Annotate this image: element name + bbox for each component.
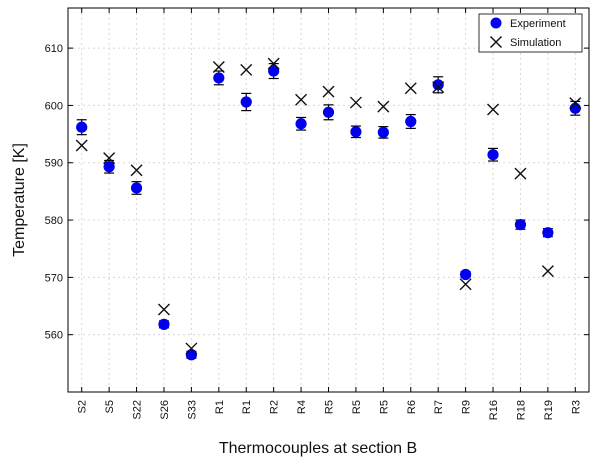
simulation-point	[404, 82, 417, 95]
simulation-point	[267, 57, 280, 70]
simulation-point	[569, 97, 582, 110]
x-tick-label: S5	[104, 400, 116, 413]
simulation-point-stroke	[487, 103, 500, 116]
simulation-point-stroke	[404, 82, 417, 95]
experiment-point	[185, 349, 197, 361]
simulation-point-stroke	[541, 265, 554, 278]
x-tick-label: R5	[351, 400, 363, 414]
simulation-point-stroke	[459, 278, 472, 291]
simulation-point	[295, 93, 308, 106]
experiment-point	[103, 161, 115, 173]
y-tick-label: 570	[45, 272, 63, 284]
simulation-point	[322, 85, 335, 98]
simulation-point-stroke	[514, 167, 527, 180]
grid-layer	[68, 8, 589, 392]
simulation-point-stroke	[157, 303, 170, 316]
y-tick-label: 610	[45, 43, 63, 55]
experiment-point	[240, 96, 252, 108]
simulation-point-stroke	[295, 93, 308, 106]
experiment-point	[569, 102, 581, 114]
x-tick-label: R2	[269, 400, 281, 414]
experiment-point	[295, 118, 307, 130]
simulation-point	[541, 265, 554, 278]
simulation-point	[240, 63, 253, 76]
x-tick-label: S26	[159, 400, 171, 420]
simulation-point-stroke	[103, 152, 116, 165]
simulation-point	[130, 164, 143, 177]
experiment-point	[350, 126, 362, 138]
x-tick-label: R9	[461, 400, 473, 414]
experiment-point	[213, 72, 225, 84]
experiment-point	[268, 65, 280, 77]
simulation-point-stroke	[349, 96, 362, 109]
x-tick-label: R7	[433, 400, 445, 414]
legend-experiment-label: Experiment	[510, 18, 566, 30]
simulation-point	[103, 152, 116, 165]
x-tick-label: R5	[324, 400, 336, 414]
simulation-point	[349, 96, 362, 109]
x-tick-label: R6	[406, 400, 418, 414]
simulation-point-stroke	[240, 63, 253, 76]
x-tick-label: S22	[132, 400, 144, 420]
x-tick-label: R16	[488, 400, 500, 420]
experiment-point	[158, 318, 170, 330]
experiment-point	[487, 149, 499, 161]
simulation-point-stroke	[432, 81, 445, 94]
simulation-point	[185, 342, 198, 355]
legend: Experiment Simulation	[478, 13, 583, 53]
simulation-point	[377, 100, 390, 113]
simulation-point-stroke	[267, 57, 280, 70]
y-tick-label: 590	[45, 158, 63, 170]
simulation-point	[459, 278, 472, 291]
experiment-point	[405, 115, 417, 128]
y-tick-label: 560	[45, 330, 63, 342]
simulation-point-stroke	[569, 97, 582, 110]
simulation-point-stroke	[130, 164, 143, 177]
ticks-layer: 560 570 580 590 600 610 S2 S5 S22 S26 S33 R1 R1 R2 R4 R…	[45, 8, 589, 420]
experiment-point	[432, 79, 444, 91]
x-tick-label: S33	[186, 400, 198, 420]
x-tick-label: R3	[570, 400, 582, 414]
plot-area-frame	[67, 7, 590, 393]
simulation-point	[432, 81, 445, 94]
experiment-point	[514, 219, 527, 231]
x-tick-label: R1	[241, 400, 253, 414]
experiment-point	[322, 106, 335, 118]
experiment-point	[542, 227, 554, 239]
x-axis-label: Thermocouples at section B	[219, 440, 417, 457]
simulation-point	[157, 303, 170, 316]
legend-experiment-marker	[490, 17, 502, 29]
y-tick-label: 580	[45, 215, 63, 227]
y-axis-label: Temperature [K]	[11, 143, 28, 257]
simulation-point-stroke	[212, 61, 225, 74]
experiment-point	[377, 126, 389, 138]
simulation-point-stroke	[377, 100, 390, 113]
experiment-point	[460, 268, 472, 281]
simulation-point-stroke	[322, 85, 335, 98]
x-tick-label: R1	[214, 400, 226, 414]
x-tick-label: S2	[77, 400, 89, 413]
simulation-point-stroke	[75, 139, 88, 152]
simulation-point	[487, 103, 500, 116]
simulation-point	[75, 139, 88, 152]
simulation-point	[212, 61, 225, 74]
x-tick-label: R4	[296, 400, 308, 414]
simulation-points	[75, 57, 582, 355]
legend-simulation-marker	[490, 36, 502, 48]
y-tick-label: 600	[45, 100, 63, 112]
x-tick-label: R18	[515, 400, 527, 420]
simulation-point	[514, 167, 527, 180]
x-tick-label: R5	[378, 400, 390, 414]
legend-simulation-label: Simulation	[510, 37, 561, 49]
experiment-point	[130, 182, 143, 194]
experiment-point	[76, 121, 88, 133]
simulation-point-stroke	[185, 342, 198, 355]
x-tick-label: R19	[543, 400, 555, 420]
